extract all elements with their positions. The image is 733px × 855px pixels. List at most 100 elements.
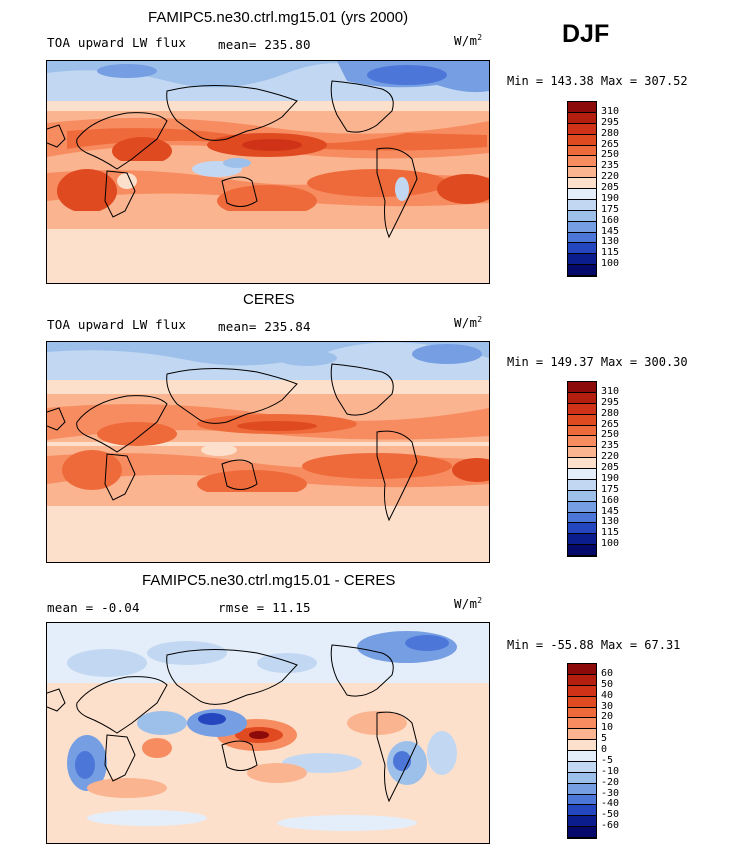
- colorbar-tick-label: -20: [601, 776, 620, 788]
- colorbar-box: [568, 469, 596, 480]
- colorbar-tick-label: 145: [601, 225, 620, 237]
- colorbar-tick-label: 0: [601, 744, 608, 755]
- colorbar-tick-label: 130: [601, 236, 620, 248]
- colorbar-box: [568, 740, 596, 751]
- colorbar-box: [568, 189, 596, 200]
- colorbar-box: [568, 512, 596, 524]
- colorbar-box: [568, 664, 596, 675]
- panel2-colorbar: [567, 381, 597, 557]
- colorbar-box: [568, 392, 596, 404]
- colorbar-tick-label: 130: [601, 516, 620, 528]
- colorbar-tick-label: 235: [601, 440, 620, 452]
- colorbar-tick-label: 115: [601, 247, 620, 259]
- colorbar-tick-label: 100: [601, 538, 620, 550]
- colorbar-tick-label: 190: [601, 192, 620, 204]
- colorbar-box: [568, 243, 596, 255]
- colorbar-tick-label: 220: [601, 171, 620, 183]
- colorbar-box: [568, 479, 596, 491]
- panel3-map: [46, 622, 490, 844]
- colorbar-tick-label: 220: [601, 451, 620, 463]
- colorbar-box: [568, 199, 596, 211]
- colorbar-tick-label: 250: [601, 149, 620, 161]
- colorbar-box: [568, 816, 596, 828]
- colorbar-tick-label: 30: [601, 700, 614, 712]
- colorbar-tick-label: -60: [601, 820, 620, 832]
- colorbar-box: [568, 414, 596, 426]
- panel1-colorbar: [567, 101, 597, 277]
- colorbar-tick-label: 295: [601, 116, 620, 128]
- panel3-rmse: rmse = 11.15: [218, 600, 311, 615]
- colorbar-tick-label: 205: [601, 182, 620, 193]
- colorbar-tick-label: 310: [601, 385, 620, 397]
- colorbar-box: [568, 232, 596, 244]
- panel2-units: W/m2: [454, 315, 483, 331]
- colorbar-box: [568, 805, 596, 817]
- colorbar-box: [568, 523, 596, 535]
- colorbar-tick-label: 50: [601, 678, 614, 690]
- colorbar-tick-label: 250: [601, 429, 620, 441]
- colorbar-box: [568, 729, 596, 741]
- season-label: DJF: [562, 20, 610, 48]
- colorbar-tick-label: 265: [601, 418, 620, 430]
- panel3-minmax: Min = -55.88 Max = 67.31: [507, 638, 681, 652]
- colorbar-tick-label: 5: [601, 733, 608, 745]
- colorbar-tick-label: 280: [601, 407, 620, 419]
- colorbar-box: [568, 783, 596, 795]
- colorbar-tick-label: -30: [601, 787, 620, 799]
- colorbar-tick-label: 40: [601, 689, 614, 701]
- colorbar-box: [568, 761, 596, 773]
- colorbar-tick-label: 295: [601, 396, 620, 408]
- panel1-units: W/m2: [454, 33, 483, 49]
- colorbar-box: [568, 490, 596, 502]
- colorbar-box: [568, 827, 596, 838]
- colorbar-tick-label: 60: [601, 667, 614, 679]
- panel3-mean: mean = -0.04: [47, 600, 140, 615]
- colorbar-box: [568, 156, 596, 168]
- colorbar-box: [568, 254, 596, 266]
- panel2-mean: mean= 235.84: [218, 319, 311, 334]
- colorbar-tick-label: 145: [601, 505, 620, 517]
- colorbar-tick-label: 235: [601, 160, 620, 172]
- colorbar-box: [568, 458, 596, 469]
- colorbar-box: [568, 210, 596, 222]
- panel3-title: FAMIPC5.ne30.ctrl.mg15.01 - CERES: [142, 572, 396, 589]
- colorbar-box: [568, 436, 596, 448]
- colorbar-tick-label: -50: [601, 809, 620, 821]
- colorbar-tick-label: 20: [601, 711, 614, 723]
- panel3-map-field: [47, 623, 489, 843]
- colorbar-box: [568, 145, 596, 157]
- colorbar-box: [568, 221, 596, 233]
- colorbar-box: [568, 425, 596, 437]
- colorbar-tick-label: 100: [601, 258, 620, 270]
- panel1-minmax: Min = 143.38 Max = 307.52: [507, 74, 688, 88]
- colorbar-box: [568, 751, 596, 762]
- colorbar-tick-label: 10: [601, 722, 614, 734]
- colorbar-box: [568, 718, 596, 730]
- panel3-units: W/m2: [454, 596, 483, 612]
- colorbar-tick-label: -10: [601, 765, 620, 777]
- colorbar-box: [568, 382, 596, 393]
- colorbar-tick-label: 310: [601, 105, 620, 117]
- colorbar-box: [568, 123, 596, 135]
- colorbar-box: [568, 674, 596, 686]
- colorbar-tick-label: 205: [601, 462, 620, 473]
- panel2-minmax: Min = 149.37 Max = 300.30: [507, 355, 688, 369]
- colorbar-box: [568, 178, 596, 189]
- colorbar-box: [568, 772, 596, 784]
- colorbar-box: [568, 167, 596, 179]
- panel1-title: FAMIPC5.ne30.ctrl.mg15.01 (yrs 2000): [148, 9, 409, 26]
- panel2-variable: TOA upward LW flux: [47, 317, 187, 332]
- panel1-map: [46, 60, 490, 284]
- panel2-map: [46, 341, 490, 563]
- colorbar-box: [568, 545, 596, 556]
- colorbar-tick-label: 160: [601, 494, 620, 506]
- colorbar-tick-label: 160: [601, 214, 620, 226]
- colorbar-tick-label: 190: [601, 472, 620, 484]
- colorbar-box: [568, 696, 596, 708]
- colorbar-box: [568, 265, 596, 276]
- panel1-variable: TOA upward LW flux: [47, 35, 187, 50]
- colorbar-box: [568, 112, 596, 124]
- colorbar-box: [568, 102, 596, 113]
- colorbar-tick-label: -5: [601, 754, 614, 766]
- colorbar-tick-label: 175: [601, 203, 620, 215]
